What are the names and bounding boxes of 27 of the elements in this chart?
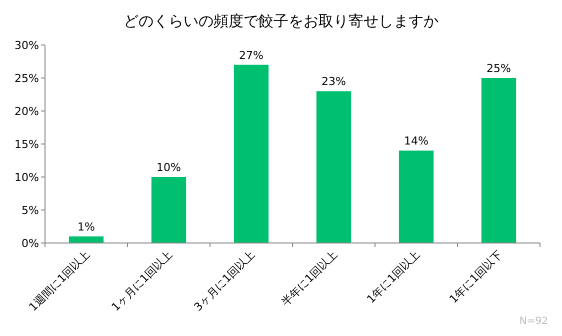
x-tick-label: 3ヶ月に1回以上 xyxy=(192,248,258,314)
bar xyxy=(398,150,434,243)
bar xyxy=(68,236,104,243)
bar xyxy=(316,91,352,243)
data-label: 23% xyxy=(322,75,346,88)
y-tick-label: 15% xyxy=(14,138,39,151)
bar xyxy=(151,177,186,243)
bar xyxy=(234,64,269,243)
data-label: 27% xyxy=(239,48,264,62)
x-tick-label: 1ヶ月に1回以上 xyxy=(109,248,175,314)
y-tick-label: 10% xyxy=(14,171,39,184)
x-tick-label: 1年に1回以上 xyxy=(364,248,422,306)
y-tick-label: 30% xyxy=(14,39,39,52)
data-label: 10% xyxy=(156,161,181,174)
text: N=92 xyxy=(519,316,548,327)
bar xyxy=(481,78,516,243)
y-tick-label: 20% xyxy=(14,105,39,118)
x-tick-label: 半年に1回以上 xyxy=(279,248,340,309)
y-tick-label: 5% xyxy=(22,204,39,217)
y-tick-label: 0% xyxy=(22,237,39,250)
chart-title: どのくらいの頻度で餃子をお取り寄せしますか xyxy=(124,12,438,30)
y-tick-label: 25% xyxy=(14,72,39,85)
x-tick-label: 1年に1回以下 xyxy=(446,248,505,306)
data-label: 25% xyxy=(486,62,511,75)
data-label: 1% xyxy=(78,220,95,234)
data-label: 14% xyxy=(404,134,428,148)
x-tick-label: 1週間に1回以上 xyxy=(26,248,92,314)
